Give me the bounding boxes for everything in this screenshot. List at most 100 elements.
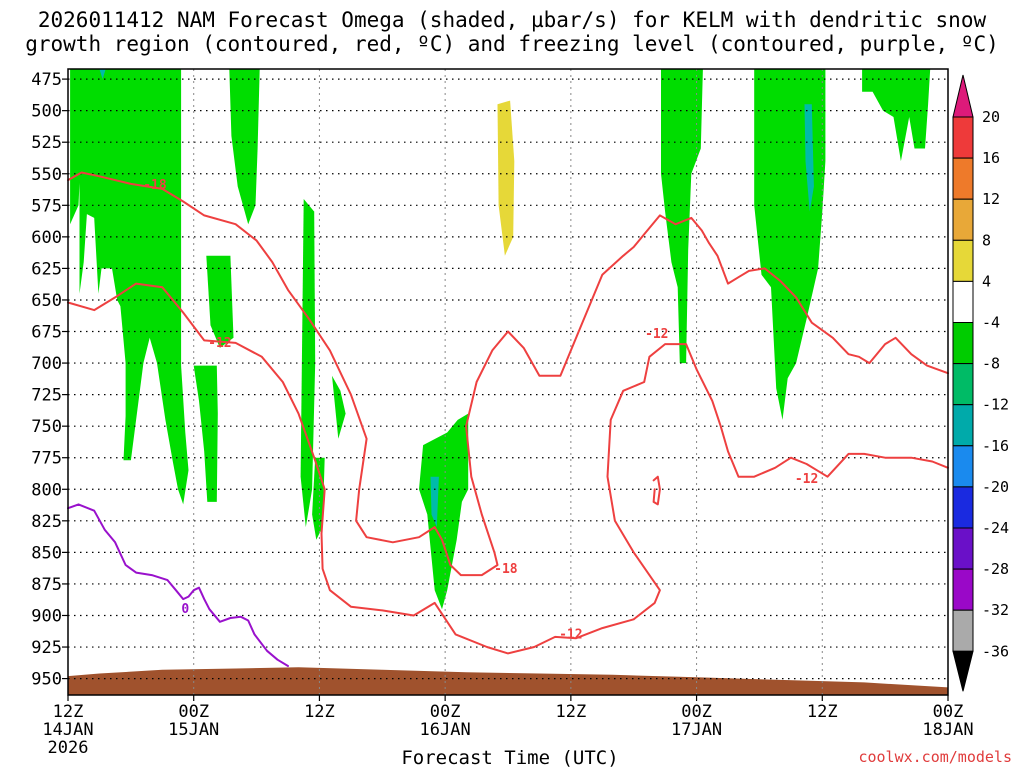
x-tick-label-60-line2: 17JAN	[671, 720, 722, 740]
contour-label-0: -18	[143, 178, 167, 193]
y-tick-label-475: 475	[31, 70, 62, 90]
colorbar-label--4: -4	[982, 314, 1000, 332]
y-tick-label-650: 650	[31, 291, 62, 311]
y-tick-label-900: 900	[31, 606, 62, 626]
y-tick-label-500: 500	[31, 102, 62, 122]
colorbar-label--16: -16	[982, 437, 1009, 455]
colorbar-swatch-3	[952, 239, 974, 282]
colorbar-swatch-12	[952, 609, 974, 652]
colorbar-label--28: -28	[982, 560, 1009, 578]
chart-title-line-2: growth region (contoured, red, ºC) and f…	[25, 32, 999, 56]
colorbar-label--8: -8	[982, 355, 1000, 373]
colorbar-swatch-10	[952, 527, 974, 570]
contour-label-4: -12	[645, 327, 668, 342]
x-axis-label: Forecast Time (UTC)	[401, 747, 618, 768]
contour-label-1: -12	[208, 336, 231, 351]
colorbar-label--12: -12	[982, 396, 1009, 414]
y-tick-label-600: 600	[31, 228, 62, 248]
x-tick-label-12-line2: 15JAN	[168, 720, 219, 740]
omega-shading-layer	[70, 69, 931, 610]
colorbar-label--24: -24	[982, 519, 1009, 537]
colorbar-top-arrow	[952, 74, 974, 118]
y-axis-ticks: 475 500 525 550 575 600 625 650 675 700 725 750 775 8…	[31, 70, 68, 690]
y-tick-label-950: 950	[31, 670, 62, 690]
colorbar-swatch-11	[952, 568, 974, 611]
x-tick-label-12-line1: 00Z	[178, 702, 209, 722]
colorbar-label-12: 12	[982, 190, 1000, 208]
colorbar-bottom-arrow	[952, 650, 974, 692]
y-tick-label-550: 550	[31, 165, 62, 185]
y-tick-label-775: 775	[31, 449, 62, 469]
omega-shading-green-0	[70, 69, 82, 225]
omega-shading-cyan-13	[99, 69, 106, 80]
colorbar-label-16: 16	[982, 149, 1000, 167]
colorbar-swatch-2	[952, 198, 974, 241]
x-tick-label-60-line1: 00Z	[681, 702, 712, 722]
contour-label-5: -12	[795, 472, 818, 487]
colorbar-swatch-9	[952, 486, 974, 529]
plot-frame	[67, 68, 949, 696]
omega-shading-green-6	[332, 375, 346, 439]
y-tick-label-925: 925	[31, 638, 62, 658]
colorbar-swatch-7	[952, 404, 974, 447]
colorbar-swatch-4	[952, 280, 974, 323]
colorbar-label-4: 4	[982, 272, 991, 290]
x-tick-label-36-line1: 00Z	[430, 702, 461, 722]
x-tick-label-0-line3: 2026	[48, 738, 89, 758]
y-tick-label-675: 675	[31, 323, 62, 343]
colorbar-label--32: -32	[982, 601, 1009, 619]
colorbar-swatch-5	[952, 322, 974, 365]
contour-label-2: -18	[494, 562, 518, 577]
colorbar-label--36: -36	[982, 642, 1009, 660]
contour-label-3: -12	[559, 627, 582, 642]
omega-shading-green-8	[419, 413, 469, 610]
colorbar-label--20: -20	[982, 478, 1009, 496]
colorbar-swatch-6	[952, 363, 974, 406]
x-tick-label-84-line1: 00Z	[933, 702, 964, 722]
contour-label-6: 0	[181, 602, 189, 617]
y-tick-label-700: 700	[31, 354, 62, 374]
contour-dgz-12-1	[67, 282, 949, 655]
x-tick-label-48-line1: 12Z	[555, 702, 586, 722]
grid-lines	[68, 69, 948, 695]
x-tick-label-0-line2: 14JAN	[42, 720, 93, 740]
y-tick-label-825: 825	[31, 512, 62, 532]
contour-dgz-18-0	[67, 171, 949, 577]
y-tick-label-875: 875	[31, 575, 62, 595]
omega-shading-cyan-15	[430, 476, 439, 528]
y-tick-label-850: 850	[31, 543, 62, 563]
omega-shading-green-4	[229, 69, 260, 225]
x-tick-label-36-line2: 16JAN	[420, 720, 471, 740]
credit-text: coolwx.com/models	[858, 748, 1012, 766]
omega-shading-yellow-12	[497, 100, 515, 256]
y-tick-label-750: 750	[31, 417, 62, 437]
x-tick-label-0-line1: 12Z	[53, 702, 84, 722]
omega-shading-green-1	[79, 69, 189, 505]
omega-shading-green-2	[193, 365, 218, 502]
x-tick-label-24-line1: 12Z	[304, 702, 335, 722]
y-tick-label-625: 625	[31, 259, 62, 279]
colorbar-swatch-1	[952, 157, 974, 200]
y-tick-label-575: 575	[31, 196, 62, 216]
omega-shading-green-5	[300, 199, 316, 528]
omega-shading-green-11	[862, 69, 931, 162]
y-tick-label-725: 725	[31, 386, 62, 406]
x-tick-label-72-line1: 12Z	[807, 702, 838, 722]
colorbar-swatch-8	[952, 445, 974, 488]
y-tick-label-525: 525	[31, 133, 62, 153]
contour-freezing-0-3	[67, 503, 289, 667]
chart-title-line-1: 2026011412 NAM Forecast Omega (shaded, µ…	[38, 8, 987, 32]
colorbar-label-20: 20	[982, 108, 1000, 126]
contour-labels: -18 -12 -18 -12 -12 -12 0	[143, 178, 818, 642]
x-tick-label-84-line2: 18JAN	[922, 720, 973, 740]
colorbar: 20 16 12 8 4 -4 -8 -12 -16 -20 -24 -28 -32 -36	[952, 74, 1009, 692]
terrain-fill	[68, 667, 948, 695]
omega-shading-green-10	[754, 69, 826, 420]
colorbar-swatch-0	[952, 116, 974, 159]
colorbar-label-8: 8	[982, 231, 991, 249]
y-tick-label-800: 800	[31, 480, 62, 500]
omega-shading-green-9	[661, 69, 703, 364]
omega-shading-cyan-14	[804, 104, 814, 212]
